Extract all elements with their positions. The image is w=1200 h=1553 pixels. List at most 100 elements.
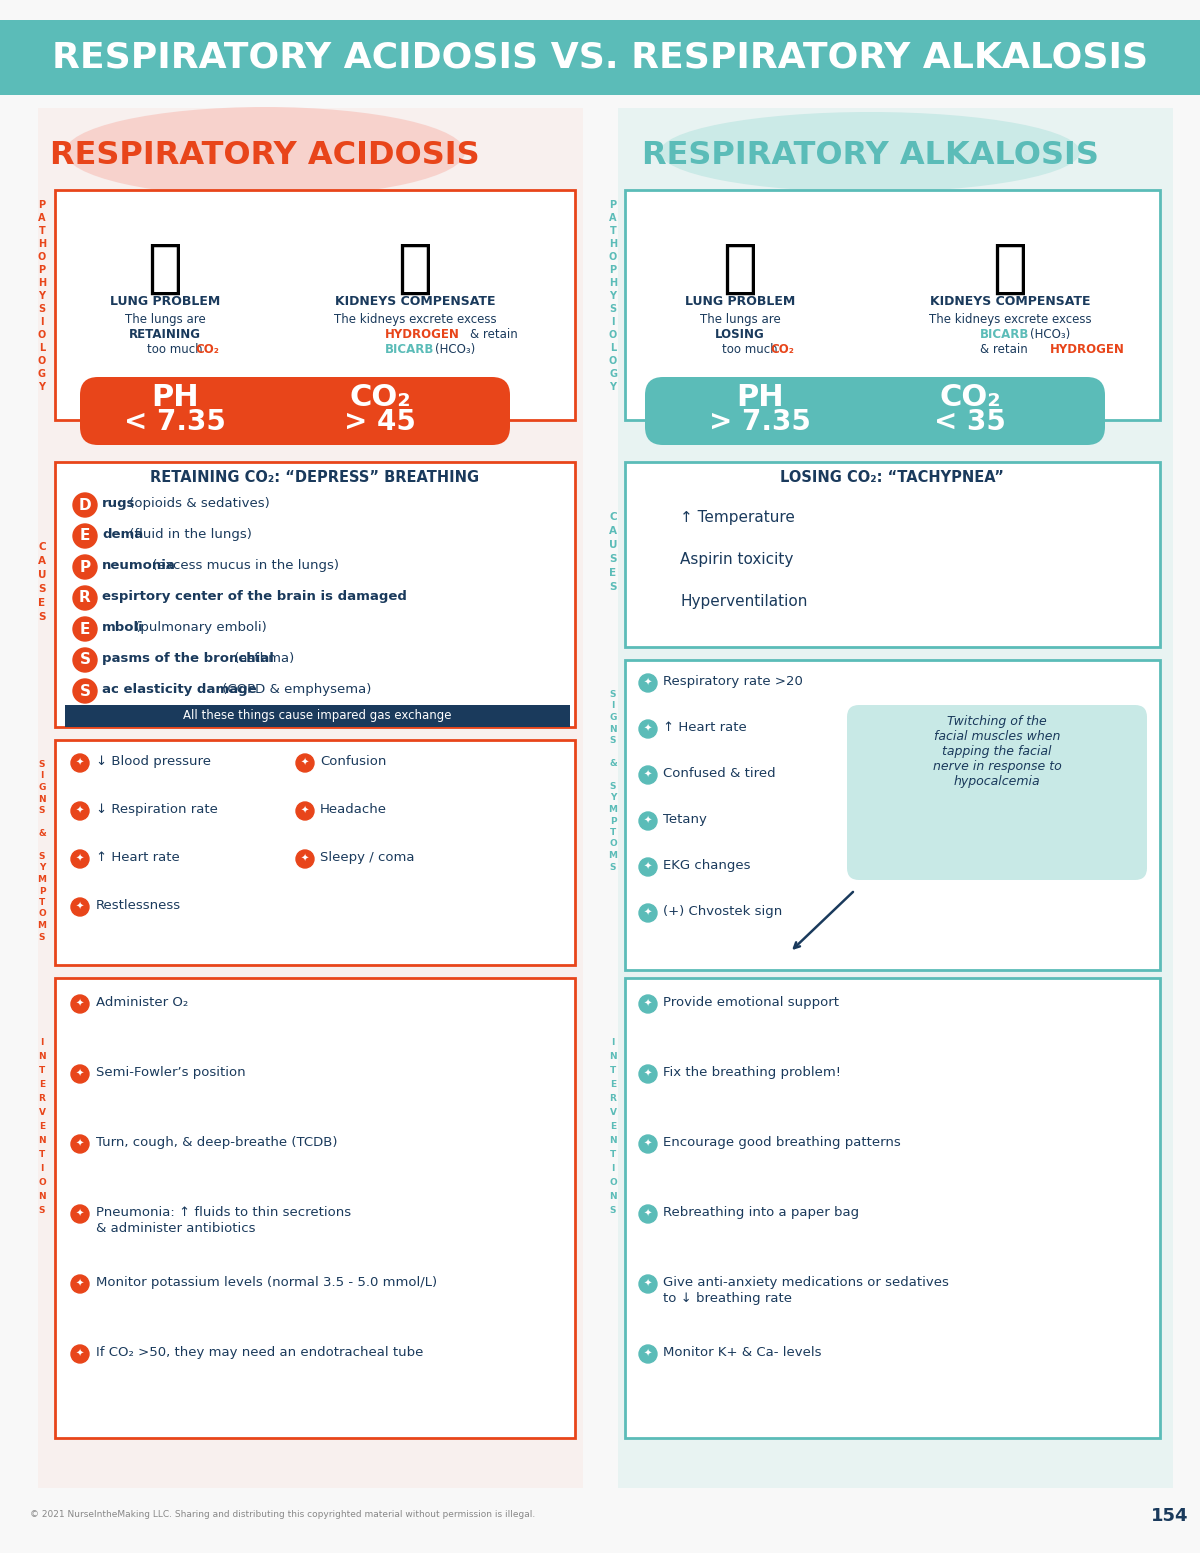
Text: ↑ Heart rate: ↑ Heart rate — [96, 851, 180, 863]
Text: Restlessness: Restlessness — [96, 899, 181, 912]
Text: N: N — [610, 1135, 617, 1145]
Text: ✦: ✦ — [644, 724, 652, 735]
Text: Administer O₂: Administer O₂ — [96, 995, 188, 1009]
Circle shape — [73, 585, 97, 610]
Text: S: S — [610, 736, 617, 745]
Text: T: T — [38, 1151, 46, 1159]
Text: I: I — [611, 317, 614, 328]
Text: S: S — [610, 862, 617, 871]
Circle shape — [71, 995, 89, 1013]
Text: ✦: ✦ — [644, 1138, 652, 1149]
Bar — [625, 978, 1160, 1438]
Text: O: O — [38, 329, 46, 340]
Text: ✦: ✦ — [76, 999, 84, 1009]
Text: Y: Y — [38, 382, 46, 391]
Text: CO₂: CO₂ — [940, 384, 1001, 412]
Text: Hyperventilation: Hyperventilation — [680, 593, 808, 609]
Text: ↑ Temperature: ↑ Temperature — [680, 509, 794, 525]
Text: ✦: ✦ — [644, 679, 652, 688]
Text: Provide emotional support: Provide emotional support — [662, 995, 839, 1009]
Circle shape — [640, 766, 658, 784]
Text: N: N — [610, 1193, 617, 1200]
Text: S: S — [610, 690, 617, 699]
Text: Pneumonia: ↑ fluids to thin secretions: Pneumonia: ↑ fluids to thin secretions — [96, 1207, 352, 1219]
Text: T: T — [610, 1065, 616, 1075]
Bar — [38, 109, 583, 1488]
Circle shape — [73, 554, 97, 579]
Text: S: S — [79, 683, 90, 699]
Text: The lungs are: The lungs are — [700, 314, 780, 326]
Text: 154: 154 — [1151, 1506, 1189, 1525]
Text: O: O — [608, 356, 617, 367]
Text: S: S — [38, 304, 46, 314]
Circle shape — [640, 1205, 658, 1224]
Text: 🫘: 🫘 — [397, 241, 432, 297]
Text: RESPIRATORY ALKALOSIS: RESPIRATORY ALKALOSIS — [642, 140, 1098, 171]
Text: ✦: ✦ — [76, 1208, 84, 1219]
Circle shape — [640, 1345, 658, 1364]
Text: Encourage good breathing patterns: Encourage good breathing patterns — [662, 1135, 901, 1149]
Circle shape — [71, 1205, 89, 1224]
Text: dema: dema — [102, 528, 143, 540]
Text: too much: too much — [148, 343, 203, 356]
Text: I: I — [41, 772, 43, 781]
Text: (HCO₃): (HCO₃) — [436, 343, 475, 356]
Text: S: S — [38, 853, 46, 860]
Text: ✦: ✦ — [76, 806, 84, 815]
Text: © 2021 NurseIntheMaking LLC. Sharing and distributing this copyrighted material : © 2021 NurseIntheMaking LLC. Sharing and… — [30, 1510, 535, 1519]
Text: S: S — [38, 932, 46, 941]
Text: RETAINING: RETAINING — [130, 328, 202, 342]
Circle shape — [71, 801, 89, 820]
Text: Monitor potassium levels (normal 3.5 - 5.0 mmol/L): Monitor potassium levels (normal 3.5 - 5… — [96, 1277, 437, 1289]
Text: 🫁: 🫁 — [722, 241, 757, 297]
Text: R: R — [79, 590, 91, 606]
Circle shape — [73, 492, 97, 517]
Text: ✦: ✦ — [301, 854, 310, 863]
Text: The kidneys excrete excess: The kidneys excrete excess — [334, 314, 497, 326]
Bar — [618, 109, 1174, 1488]
Text: S: S — [79, 652, 90, 668]
Text: H: H — [608, 239, 617, 248]
Text: S: S — [38, 1207, 46, 1214]
Text: Headache: Headache — [320, 803, 386, 815]
Text: S: S — [610, 304, 617, 314]
Text: ✦: ✦ — [644, 1350, 652, 1359]
Text: U: U — [608, 540, 617, 550]
Text: Respiratory rate >20: Respiratory rate >20 — [662, 676, 803, 688]
Text: ac elasticity damage: ac elasticity damage — [102, 683, 257, 696]
Bar — [625, 461, 1160, 648]
Text: A: A — [38, 556, 46, 565]
Text: RESPIRATORY ACIDOSIS: RESPIRATORY ACIDOSIS — [50, 140, 480, 171]
Circle shape — [73, 617, 97, 641]
Text: CO₂: CO₂ — [349, 384, 410, 412]
Text: Aspirin toxicity: Aspirin toxicity — [680, 551, 793, 567]
FancyBboxPatch shape — [847, 705, 1147, 881]
Text: Y: Y — [38, 863, 46, 873]
Circle shape — [640, 1135, 658, 1152]
Text: T: T — [610, 227, 617, 236]
Ellipse shape — [65, 107, 466, 197]
Text: C: C — [610, 512, 617, 522]
Text: Y: Y — [610, 290, 617, 301]
Text: & administer antibiotics: & administer antibiotics — [96, 1222, 256, 1235]
Text: S: S — [610, 783, 617, 790]
Text: RETAINING CO₂: “DEPRESS” BREATHING: RETAINING CO₂: “DEPRESS” BREATHING — [150, 471, 480, 485]
Text: (asthma): (asthma) — [229, 652, 294, 665]
Text: O: O — [38, 356, 46, 367]
Text: > 45: > 45 — [344, 408, 416, 436]
Text: P: P — [610, 817, 617, 826]
Text: S: S — [38, 612, 46, 623]
Text: Y: Y — [610, 794, 616, 803]
Text: E: E — [610, 1079, 616, 1089]
Circle shape — [296, 755, 314, 772]
Text: T: T — [610, 1151, 616, 1159]
FancyBboxPatch shape — [646, 377, 1105, 446]
Text: The lungs are: The lungs are — [125, 314, 205, 326]
Text: S: S — [38, 584, 46, 593]
Text: L: L — [38, 343, 46, 353]
Text: O: O — [38, 910, 46, 918]
Text: I: I — [611, 1037, 614, 1047]
Circle shape — [640, 995, 658, 1013]
Text: ↑ Heart rate: ↑ Heart rate — [662, 721, 746, 735]
Text: Give anti-anxiety medications or sedatives: Give anti-anxiety medications or sedativ… — [662, 1277, 949, 1289]
